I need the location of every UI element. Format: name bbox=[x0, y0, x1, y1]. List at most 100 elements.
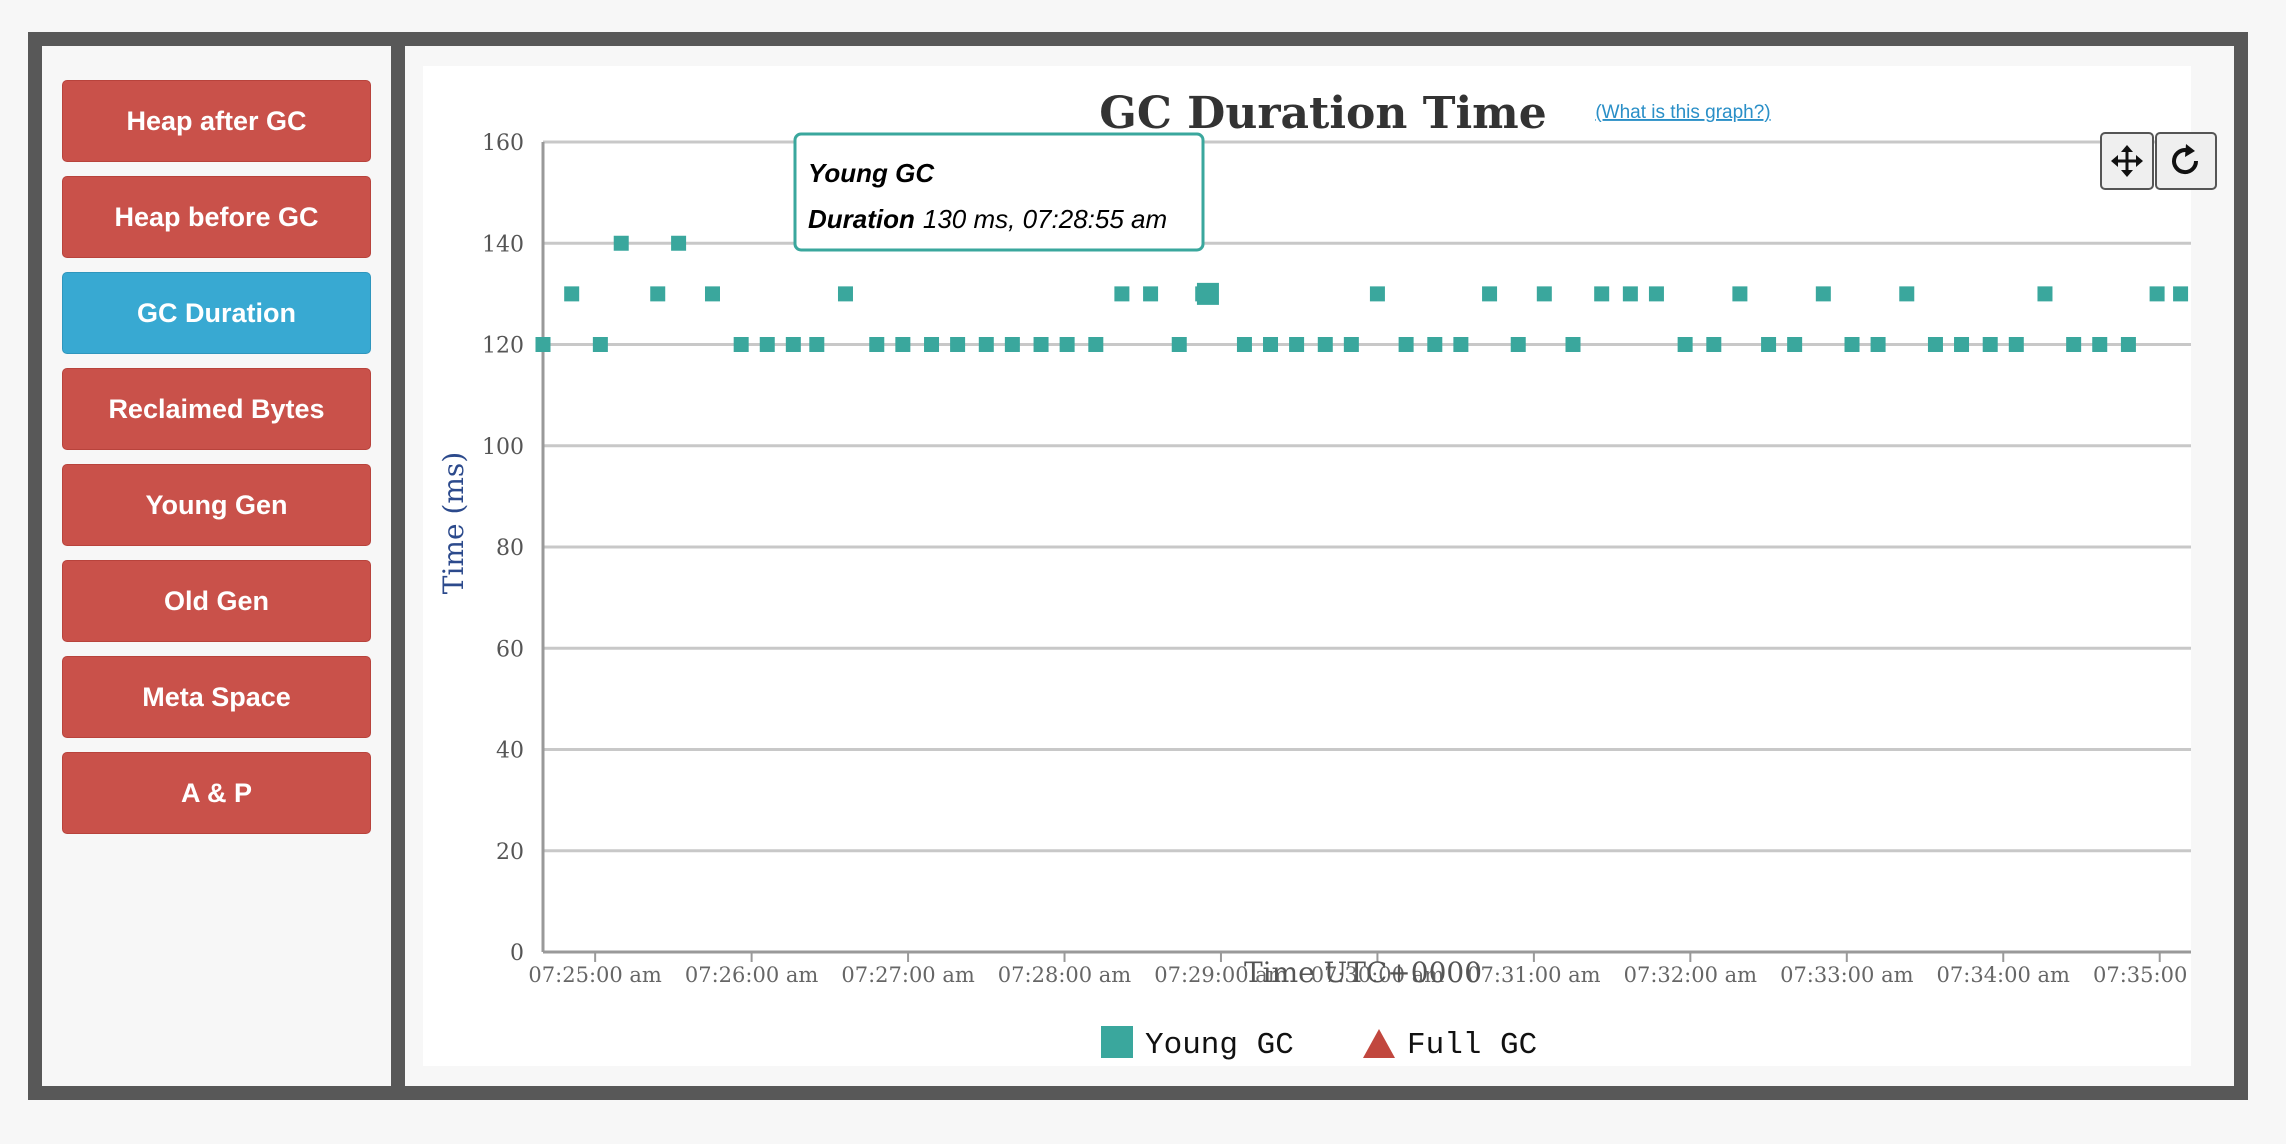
young-gc-point[interactable] bbox=[1536, 286, 1552, 302]
sidebar-item-gc-duration[interactable]: GC Duration bbox=[62, 272, 371, 354]
young-gc-point[interactable] bbox=[1059, 337, 1075, 352]
x-tick-label: 07:25:00 am bbox=[528, 963, 662, 987]
sidebar-item-heap-before-gc[interactable]: Heap before GC bbox=[62, 176, 371, 258]
tooltip-body: Duration 130 ms, 07:28:55 am bbox=[808, 204, 1167, 234]
sidebar-item-old-gen[interactable]: Old Gen bbox=[62, 560, 371, 642]
young-gc-point[interactable] bbox=[1565, 337, 1581, 352]
legend-young-gc-swatch[interactable] bbox=[1101, 1026, 1133, 1058]
young-gc-point[interactable] bbox=[1510, 337, 1526, 352]
young-gc-point[interactable] bbox=[650, 286, 666, 302]
young-gc-point[interactable] bbox=[1982, 337, 1998, 352]
young-gc-point[interactable] bbox=[1954, 337, 1970, 352]
young-gc-point[interactable] bbox=[1033, 337, 1049, 352]
young-gc-point[interactable] bbox=[704, 286, 720, 302]
sidebar-item-heap-after-gc[interactable]: Heap after GC bbox=[62, 80, 371, 162]
main-panel: GC Duration Time (What is this graph?) 0… bbox=[405, 46, 2234, 1086]
y-tick-label: 120 bbox=[482, 334, 524, 359]
tooltip-title: Young GC bbox=[808, 158, 935, 188]
young-gc-point[interactable] bbox=[1677, 337, 1693, 352]
young-gc-point[interactable] bbox=[1289, 337, 1305, 352]
grid-lines bbox=[541, 140, 2191, 954]
x-tick-label: 07:30:00 am bbox=[1311, 963, 1445, 987]
young-gc-point[interactable] bbox=[2173, 286, 2189, 302]
young-gc-point[interactable] bbox=[1263, 337, 1279, 352]
young-gc-point[interactable] bbox=[2092, 337, 2108, 352]
sidebar-item-reclaimed-bytes[interactable]: Reclaimed Bytes bbox=[62, 368, 371, 450]
legend-full-gc-label[interactable]: Full GC bbox=[1407, 1028, 1537, 1063]
young-gc-point[interactable] bbox=[2008, 337, 2024, 352]
x-tick-label: 07:31:00 am bbox=[1467, 963, 1601, 987]
x-tick-label: 07:34:00 am bbox=[1937, 963, 2071, 987]
young-gc-point[interactable] bbox=[1236, 337, 1252, 352]
chart-card: GC Duration Time (What is this graph?) 0… bbox=[423, 66, 2227, 1066]
young-gc-point[interactable] bbox=[613, 235, 629, 251]
y-tick-label: 40 bbox=[496, 739, 524, 764]
reset-button[interactable] bbox=[2155, 132, 2217, 190]
young-gc-point[interactable] bbox=[950, 337, 966, 352]
young-gc-point[interactable] bbox=[535, 337, 551, 352]
sidebar-item-a-p[interactable]: A & P bbox=[62, 752, 371, 834]
y-tick-label: 0 bbox=[510, 941, 524, 966]
young-gc-point[interactable] bbox=[2149, 286, 2165, 302]
young-gc-point[interactable] bbox=[869, 337, 885, 352]
y-tick-label: 60 bbox=[496, 637, 524, 662]
young-gc-point[interactable] bbox=[1343, 337, 1359, 352]
sidebar-item-young-gen[interactable]: Young Gen bbox=[62, 464, 371, 546]
young-gc-point[interactable] bbox=[2066, 337, 2082, 352]
young-gc-point[interactable] bbox=[1398, 337, 1414, 352]
young-gc-point[interactable] bbox=[1899, 286, 1915, 302]
young-gc-point[interactable] bbox=[1453, 337, 1469, 352]
gc-duration-chart: GC Duration Time (What is this graph?) 0… bbox=[437, 88, 2227, 1063]
app-frame: Heap after GC Heap before GC GC Duration Re… bbox=[28, 32, 2248, 1100]
x-tick-label: 07:29:00 am bbox=[1154, 963, 1288, 987]
young-gc-point[interactable] bbox=[2120, 337, 2136, 352]
young-gc-point[interactable] bbox=[978, 337, 994, 352]
young-gc-point[interactable] bbox=[1844, 337, 1860, 352]
young-gc-point[interactable] bbox=[895, 337, 911, 352]
young-gc-point[interactable] bbox=[1171, 337, 1187, 352]
young-gc-point[interactable] bbox=[1732, 286, 1748, 302]
young-gc-point[interactable] bbox=[592, 337, 608, 352]
young-gc-point[interactable] bbox=[1648, 286, 1664, 302]
young-gc-point[interactable] bbox=[785, 337, 801, 352]
what-is-this-graph-link[interactable]: (What is this graph?) bbox=[1595, 102, 1770, 123]
young-gc-point[interactable] bbox=[1706, 337, 1722, 352]
young-gc-point[interactable] bbox=[1195, 286, 1211, 302]
young-gc-point[interactable] bbox=[1369, 286, 1385, 302]
chart-title: GC Duration Time bbox=[1099, 88, 1546, 139]
young-gc-point[interactable] bbox=[2037, 286, 2053, 302]
young-gc-point[interactable] bbox=[924, 337, 940, 352]
young-gc-point[interactable] bbox=[1761, 337, 1777, 352]
move-arrows-icon bbox=[2111, 145, 2143, 177]
young-gc-point[interactable] bbox=[1622, 286, 1638, 302]
young-gc-point[interactable] bbox=[564, 286, 580, 302]
pan-button[interactable] bbox=[2100, 132, 2154, 190]
young-gc-point[interactable] bbox=[1594, 286, 1610, 302]
x-tick-label: 07:27:00 am bbox=[841, 963, 975, 987]
x-tick-label: 07:32:00 am bbox=[1624, 963, 1758, 987]
young-gc-point[interactable] bbox=[1427, 337, 1443, 352]
x-tick-label: 07:26:00 am bbox=[685, 963, 819, 987]
x-tick-label: 07:28:00 am bbox=[998, 963, 1132, 987]
young-gc-point[interactable] bbox=[1143, 286, 1159, 302]
young-gc-point[interactable] bbox=[1927, 337, 1943, 352]
legend-full-gc-swatch[interactable] bbox=[1363, 1029, 1395, 1058]
sidebar: Heap after GC Heap before GC GC Duration Re… bbox=[42, 46, 391, 1086]
legend-young-gc-label[interactable]: Young GC bbox=[1145, 1028, 1294, 1063]
young-gc-point[interactable] bbox=[759, 337, 775, 352]
young-gc-point[interactable] bbox=[1870, 337, 1886, 352]
sidebar-item-meta-space[interactable]: Meta Space bbox=[62, 656, 371, 738]
young-gc-point[interactable] bbox=[1114, 286, 1130, 302]
young-gc-point[interactable] bbox=[1317, 337, 1333, 352]
young-gc-point[interactable] bbox=[1004, 337, 1020, 352]
young-gc-point[interactable] bbox=[1482, 286, 1498, 302]
young-gc-point[interactable] bbox=[837, 286, 853, 302]
young-gc-point[interactable] bbox=[809, 337, 825, 352]
x-tick-label: 07:35:00 am bbox=[2093, 963, 2191, 987]
young-gc-point[interactable] bbox=[671, 235, 687, 251]
young-gc-point[interactable] bbox=[1088, 337, 1104, 352]
young-gc-point[interactable] bbox=[733, 337, 749, 352]
young-gc-point[interactable] bbox=[1787, 337, 1803, 352]
young-gc-point[interactable] bbox=[1815, 286, 1831, 302]
tooltip-box bbox=[793, 132, 1205, 252]
